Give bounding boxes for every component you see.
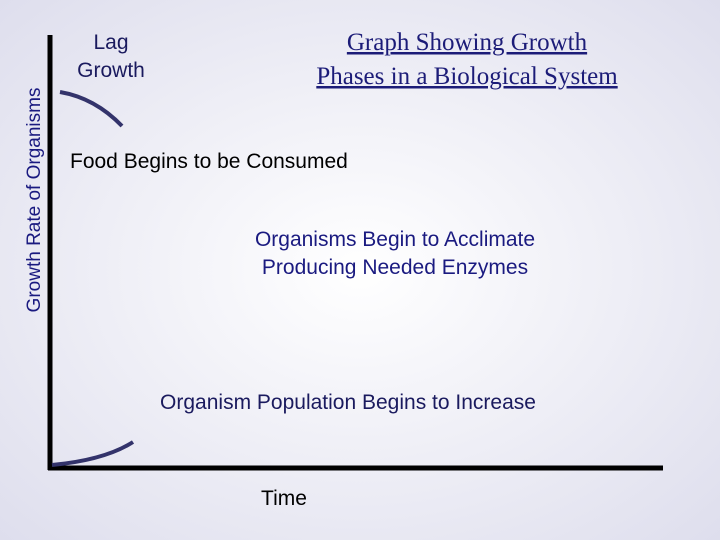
lag-label: Growth [77, 59, 145, 82]
lag-curve [59, 90, 124, 128]
annotation: Organisms Begin to Acclimate [255, 228, 535, 251]
annotation: Organism Population Begins to Increase [160, 391, 536, 414]
y-axis-label: Growth Rate of Organisms [24, 88, 45, 313]
annotation: Food Begins to be Consumed [70, 150, 348, 173]
lag-label: Lag [93, 31, 128, 54]
growth-curve [51, 440, 135, 467]
title-line: Graph Showing Growth [347, 29, 588, 56]
title-line: Phases in a Biological System [316, 63, 618, 90]
annotation: Producing Needed Enzymes [262, 256, 528, 279]
x-axis-label: Time [261, 487, 307, 510]
